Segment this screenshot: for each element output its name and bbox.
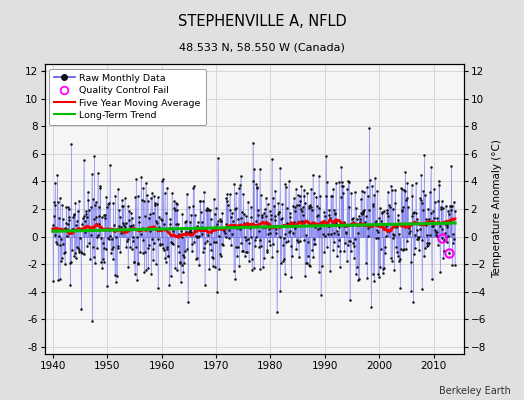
Text: STEPHENVILLE A, NFLD: STEPHENVILLE A, NFLD [178, 14, 346, 29]
Y-axis label: Temperature Anomaly (°C): Temperature Anomaly (°C) [492, 140, 501, 278]
Text: 48.533 N, 58.550 W (Canada): 48.533 N, 58.550 W (Canada) [179, 42, 345, 52]
Text: Berkeley Earth: Berkeley Earth [439, 386, 511, 396]
Legend: Raw Monthly Data, Quality Control Fail, Five Year Moving Average, Long-Term Tren: Raw Monthly Data, Quality Control Fail, … [49, 69, 205, 125]
